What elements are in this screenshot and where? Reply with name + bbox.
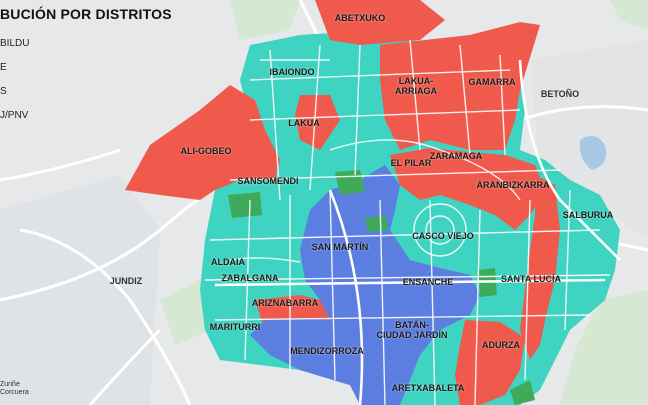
ali-gobeo-area: [125, 85, 280, 200]
street-grid: [204, 39, 611, 405]
district-label-jundiz: JUNDIZ: [109, 276, 143, 286]
district-label-betono: BETOÑO: [540, 89, 580, 99]
legend-item-3: S: [0, 86, 7, 97]
green-south: [510, 380, 535, 405]
district-label-lakua-arriaga: LAKUA- ARRIAGA: [395, 76, 437, 96]
district-label-salburua: SALBURUA: [562, 210, 614, 220]
green-center: [365, 215, 388, 232]
district-label-abetxuko: ABETXUKO: [334, 13, 386, 23]
district-label-ariznabarra: ARIZNABARRA: [251, 298, 319, 308]
district-label-ensanche: ENSANCHE: [402, 277, 454, 287]
main-avenues: [214, 59, 621, 405]
district-label-san-martin: SAN MARTÍN: [311, 242, 369, 252]
district-label-ali-gobeo: ALI-GOBEO: [180, 146, 232, 156]
map-credit: Zuriñe Corcuera: [0, 381, 29, 397]
district-label-ibaiondo: IBAIONDO: [269, 67, 315, 77]
district-label-aldaia: ALDAIA: [211, 257, 245, 267]
district-label-zaramaga: ZARAMAGA: [429, 151, 483, 161]
credit-line-2: Corcuera: [0, 389, 29, 396]
map-title: BUCIÓN POR DISTRITOS: [0, 6, 172, 22]
district-label-mariturri: MARITURRI: [209, 322, 261, 332]
district-label-lakua: LAKUA: [288, 118, 320, 128]
district-label-aretxabaleta: ARETXABALETA: [391, 383, 465, 393]
district-label-el-pilar: EL PILAR: [390, 158, 432, 168]
green-sansomendi: [228, 192, 262, 218]
lakua-red-block: [295, 95, 340, 150]
aranbizkarra-strip: [520, 175, 560, 360]
district-label-adurza: ADURZA: [482, 340, 520, 350]
abetxuko-area: [315, 0, 445, 45]
green-elpilar: [335, 170, 365, 195]
ariznabarra-area: [255, 295, 330, 322]
party-legend: BILDU E S J/PNV: [0, 36, 29, 132]
district-label-santa-lucia: SANTA LUCÍA: [501, 274, 561, 284]
district-label-gamarra: GAMARRA: [468, 77, 516, 87]
credit-line-1: Zuriñe: [0, 381, 20, 388]
mendizorroza-area: [265, 330, 370, 385]
zaramaga-area: [390, 148, 545, 230]
legend-item-pnv: J/PNV: [0, 110, 29, 121]
legend-item-2: E: [0, 62, 7, 73]
adurza-area: [455, 320, 525, 405]
district-label-batan-ciudad-jardin: BATÁN- CIUDAD JARDÍN: [376, 320, 448, 340]
district-label-aranbizkarra: ARANBIZKARRA: [476, 180, 550, 190]
district-label-mendizorroza: MENDIZORROZA: [290, 346, 364, 356]
district-label-zabalgana: ZABALGANA: [221, 273, 279, 283]
district-label-sansomendi: SANSOMENDI: [237, 176, 299, 186]
lakua-gamarra-area: [380, 22, 540, 150]
district-label-casco-viejo: CASCO VIEJO: [412, 231, 474, 241]
lake: [579, 136, 607, 170]
legend-item-bildu: BILDU: [0, 38, 30, 49]
